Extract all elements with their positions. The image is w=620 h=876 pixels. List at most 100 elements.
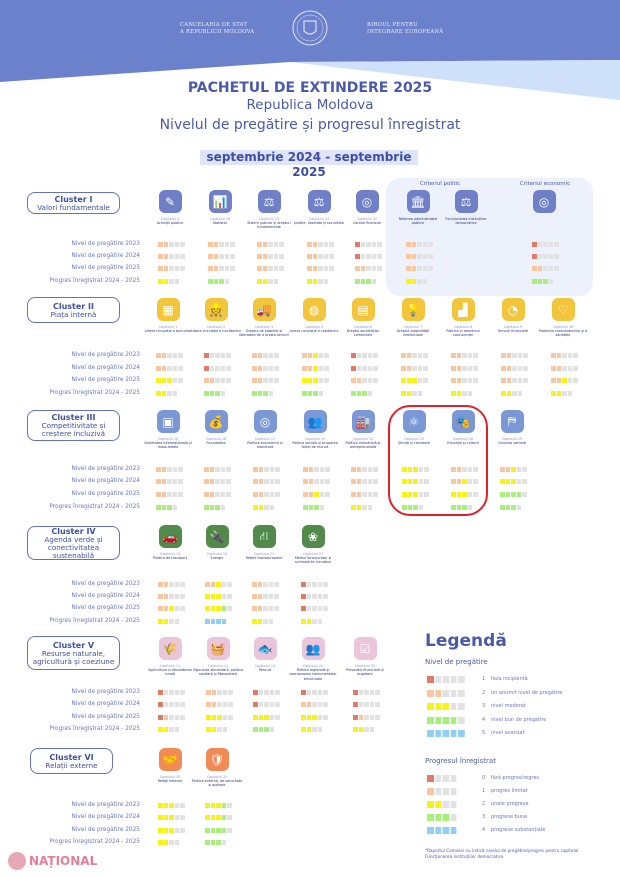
level-square — [221, 803, 227, 808]
level-square — [551, 353, 556, 358]
header-banner — [0, 0, 620, 100]
level-square — [163, 242, 169, 247]
level-square — [306, 606, 312, 611]
level-square — [206, 702, 211, 707]
level-square — [227, 828, 232, 833]
level-square — [174, 702, 180, 707]
level-square — [366, 242, 371, 247]
level-square — [506, 366, 512, 371]
level-squares — [353, 690, 380, 695]
level-square — [318, 266, 323, 271]
level-square — [423, 366, 428, 371]
progress-squares — [551, 391, 573, 396]
chapter-number: Capitolul 33 — [354, 664, 376, 668]
level-square — [456, 467, 462, 472]
level-square — [172, 479, 178, 484]
progress-square — [221, 840, 227, 845]
level-square — [434, 730, 442, 737]
level-square — [417, 366, 423, 371]
level-squares — [355, 242, 382, 247]
level-square — [279, 242, 284, 247]
level-square — [228, 702, 233, 707]
level-square — [253, 467, 258, 472]
level-square — [318, 378, 324, 383]
progress-square — [209, 505, 215, 510]
level-square — [313, 378, 318, 383]
globe-icon: ◍ — [302, 298, 326, 321]
level-square — [451, 492, 456, 497]
level-square — [262, 254, 268, 259]
level-square — [450, 730, 457, 737]
level-square — [258, 690, 264, 695]
progress-square — [257, 391, 263, 396]
level-squares — [406, 254, 433, 259]
cluster-number: Cluster III — [51, 413, 96, 422]
progress-square — [442, 775, 450, 782]
level-square — [301, 606, 306, 611]
level-square — [220, 479, 226, 484]
level-square — [163, 254, 169, 259]
level-square — [556, 366, 562, 371]
level-squares — [353, 702, 380, 707]
level-squares — [351, 353, 378, 358]
chapter-number: Capitolul 1 — [158, 325, 178, 329]
level-squares — [253, 467, 280, 472]
level-square — [417, 378, 423, 383]
cluster-number: Cluster IV — [51, 526, 96, 536]
level-square — [434, 676, 442, 683]
level-square — [523, 378, 528, 383]
level-square — [434, 716, 442, 724]
progress-square — [264, 505, 269, 510]
level-square — [253, 715, 258, 720]
level-square — [312, 690, 317, 695]
chapter-caption: Capitolul 17 Politica economică și moneta… — [239, 437, 291, 450]
level-squares — [205, 582, 232, 587]
progress-square — [505, 505, 511, 510]
level-square — [209, 479, 215, 484]
level-square — [163, 594, 169, 599]
row-label: Progres înregistrat 2024 - 2025 — [49, 278, 140, 284]
row-label: Nivel de pregătire 2025 — [71, 265, 140, 271]
level-squares — [252, 606, 279, 611]
progress-squares — [500, 505, 522, 510]
level-square — [268, 242, 273, 247]
chapter-number: Capitolul 6 — [353, 325, 373, 329]
level-square — [275, 715, 280, 720]
progress-square — [362, 391, 367, 396]
level-squares — [158, 266, 185, 271]
level-square — [517, 378, 523, 383]
level-square — [516, 492, 522, 497]
level-squares — [208, 242, 235, 247]
level-squares — [158, 828, 185, 833]
level-square — [512, 353, 517, 358]
chapter-caption: Capitolul 23 Sistem judiciar și drepturi … — [243, 217, 295, 230]
progress-square — [158, 840, 163, 845]
level-square — [367, 492, 373, 497]
chapter-caption: Capitolul 9 Servicii financiare — [487, 325, 539, 333]
level-square — [217, 690, 222, 695]
handshake-icon: 🤝 — [158, 748, 182, 771]
level-square — [210, 582, 216, 587]
progress-square — [442, 788, 450, 795]
level-squares — [204, 353, 231, 358]
level-square — [462, 353, 467, 358]
level-square — [169, 254, 174, 259]
level-squares — [532, 266, 559, 271]
level-square — [269, 715, 275, 720]
level-square — [412, 366, 417, 371]
level-square — [217, 715, 222, 720]
level-square — [413, 467, 418, 472]
fish-icon: 🐟 — [253, 637, 277, 660]
level-squares — [351, 479, 378, 484]
chapter-caption: Capitolul 3 Dreptul de stabilire și liber… — [238, 325, 290, 338]
progress-square — [318, 279, 323, 284]
progress-square — [220, 391, 226, 396]
shield-check-icon: 🛡 — [205, 748, 229, 771]
worker-icon: 👷 — [204, 298, 228, 321]
level-square — [163, 606, 169, 611]
level-square — [375, 702, 380, 707]
progress-squares — [427, 827, 457, 834]
level-square — [156, 378, 161, 383]
level-square — [424, 467, 429, 472]
progress-squares — [307, 279, 329, 284]
